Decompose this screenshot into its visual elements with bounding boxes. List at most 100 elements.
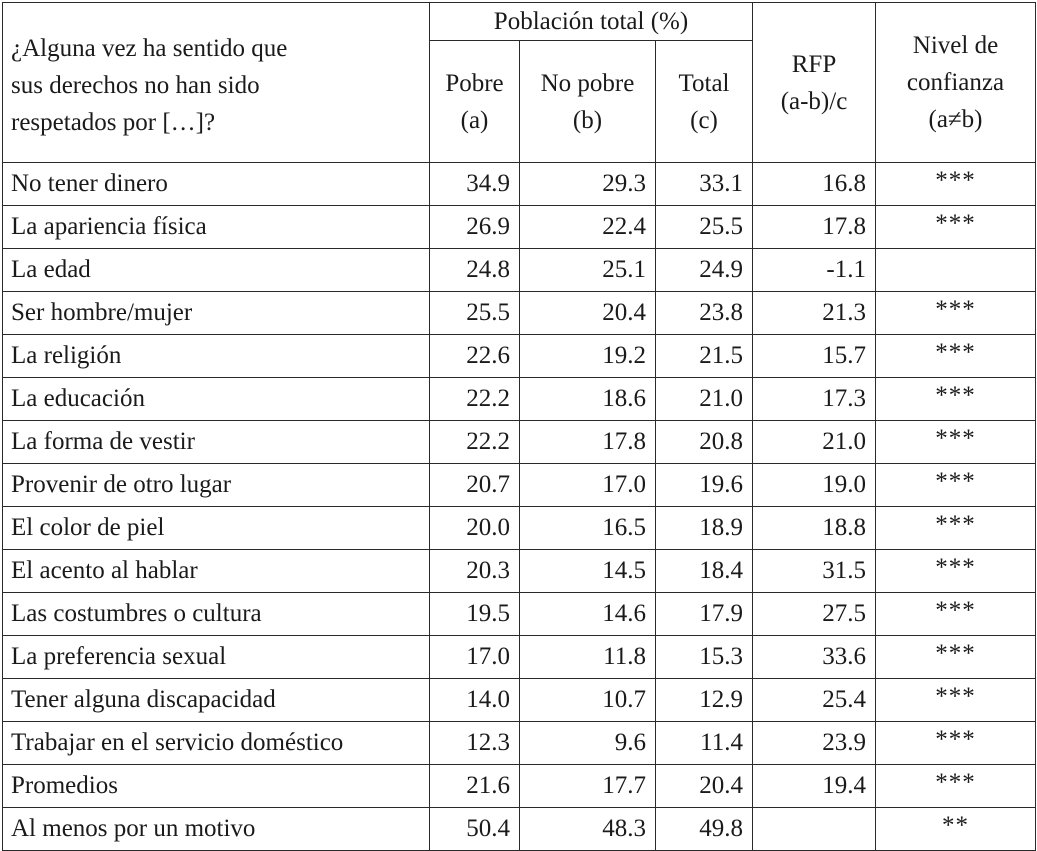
rfp-value: 21.0 [752,420,876,464]
total-value: 21.5 [655,334,753,378]
confidence-value [875,248,1036,292]
question-line-3: respetados por […]? [11,109,216,136]
rfp-value: 16.8 [752,162,876,206]
pobre-value: 22.2 [429,377,520,421]
total-header-line-2: (c) [690,106,718,134]
no-pobre-value: 10.7 [519,678,656,722]
pobre-value: 25.5 [429,291,520,335]
question-line-1: ¿Alguna vez ha sentido que [11,35,288,62]
row-label: La preferencia sexual [2,635,430,679]
table-header: ¿Alguna vez ha sentido que sus derechos … [2,2,1036,163]
total-value: 11.4 [655,721,753,765]
total-value: 19.6 [655,463,753,507]
rfp-value: 21.3 [752,291,876,335]
row-label: Trabajar en el servicio doméstico [2,721,430,765]
rfp-value: 23.9 [752,721,876,765]
no-pobre-value: 22.4 [519,205,656,249]
row-label: La religión [2,334,430,378]
row-label: No tener dinero [2,162,430,206]
total-value: 18.9 [655,506,753,550]
total-value: 23.8 [655,291,753,335]
rfp-value: 25.4 [752,678,876,722]
row-label: Tener alguna discapacidad [2,678,430,722]
no-pobre-value: 25.1 [519,248,656,292]
pobre-value: 20.0 [429,506,520,550]
table-row: La edad 24.8 25.1 24.9 -1.1 [2,248,1036,292]
pobre-value: 22.2 [429,420,520,464]
table-row: La apariencia física 26.9 22.4 25.5 17.8 *** [2,205,1036,249]
row-label: La educación [2,377,430,421]
pobre-value: 21.6 [429,764,520,808]
total-value: 17.9 [655,592,753,636]
total-value: 25.5 [655,205,753,249]
confidence-value: *** [875,377,1036,421]
rfp-header: RFP (a-b)/c [752,2,876,163]
row-label: La apariencia física [2,205,430,249]
pobre-value: 19.5 [429,592,520,636]
row-label: Provenir de otro lugar [2,463,430,507]
confidence-value: *** [875,678,1036,722]
confidence-header-line-2: confianza [906,69,1005,96]
table-row: Ser hombre/mujer 25.5 20.4 23.8 21.3 *** [2,291,1036,335]
rfp-value [752,807,876,851]
table-row: Las costumbres o cultura 19.5 14.6 17.9 27.5… [2,592,1036,636]
confidence-header: Nivel de confianza (a≠b) [875,2,1036,163]
table-row: El color de piel 20.0 16.5 18.9 18.8 *** [2,506,1036,550]
pobre-value: 24.8 [429,248,520,292]
confidence-value: *** [875,549,1036,593]
confidence-value: *** [875,420,1036,464]
no-pobre-value: 11.8 [519,635,656,679]
rfp-value: 31.5 [752,549,876,593]
confidence-value: *** [875,506,1036,550]
table-row: La educación 22.2 18.6 21.0 17.3 *** [2,377,1036,421]
total-value: 20.4 [655,764,753,808]
confidence-value: *** [875,162,1036,206]
confidence-value: *** [875,635,1036,679]
rfp-header-line-2: (a-b)/c [780,87,848,115]
table-row: Al menos por un motivo 50.4 48.3 49.8 ** [2,807,1036,851]
population-group-header: Población total (%) [429,2,753,41]
rfp-value: 19.0 [752,463,876,507]
row-label: Ser hombre/mujer [2,291,430,335]
pobre-value: 20.3 [429,549,520,593]
row-label: Promedios [2,764,430,808]
pobre-header-line-2: (a) [460,106,489,134]
confidence-value: *** [875,592,1036,636]
row-label: La forma de vestir [2,420,430,464]
rfp-value: 17.3 [752,377,876,421]
row-label: El color de piel [2,506,430,550]
pobre-value: 17.0 [429,635,520,679]
confidence-value: *** [875,463,1036,507]
rfp-value: 15.7 [752,334,876,378]
table-row: Trabajar en el servicio doméstico 12.3 9.6… [2,721,1036,765]
rfp-value: 27.5 [752,592,876,636]
no-pobre-value: 17.8 [519,420,656,464]
rfp-value: 17.8 [752,205,876,249]
pobre-value: 14.0 [429,678,520,722]
pobre-header: Pobre (a) [429,40,520,163]
question-line-2: sus derechos no han sido [11,72,260,99]
table-row: La religión 22.6 19.2 21.5 15.7 *** [2,334,1036,378]
total-header-line-1: Total [678,69,730,97]
pobre-value: 50.4 [429,807,520,851]
no-pobre-header-line-1: No pobre [540,69,635,97]
table-row: Promedios 21.6 17.7 20.4 19.4 *** [2,764,1036,808]
total-value: 33.1 [655,162,753,206]
row-label: El acento al hablar [2,549,430,593]
pobre-header-line-1: Pobre [445,69,504,97]
total-value: 20.8 [655,420,753,464]
pobre-value: 26.9 [429,205,520,249]
table-row: El acento al hablar 20.3 14.5 18.4 31.5 *** [2,549,1036,593]
total-value: 24.9 [655,248,753,292]
confidence-header-line-3: (a≠b) [928,106,983,133]
row-label: Al menos por un motivo [2,807,430,851]
confidence-value: *** [875,721,1036,765]
confidence-value: *** [875,764,1036,808]
no-pobre-value: 18.6 [519,377,656,421]
row-label: Las costumbres o cultura [2,592,430,636]
pobre-value: 20.7 [429,463,520,507]
no-pobre-value: 16.5 [519,506,656,550]
total-value: 18.4 [655,549,753,593]
rfp-value: 33.6 [752,635,876,679]
